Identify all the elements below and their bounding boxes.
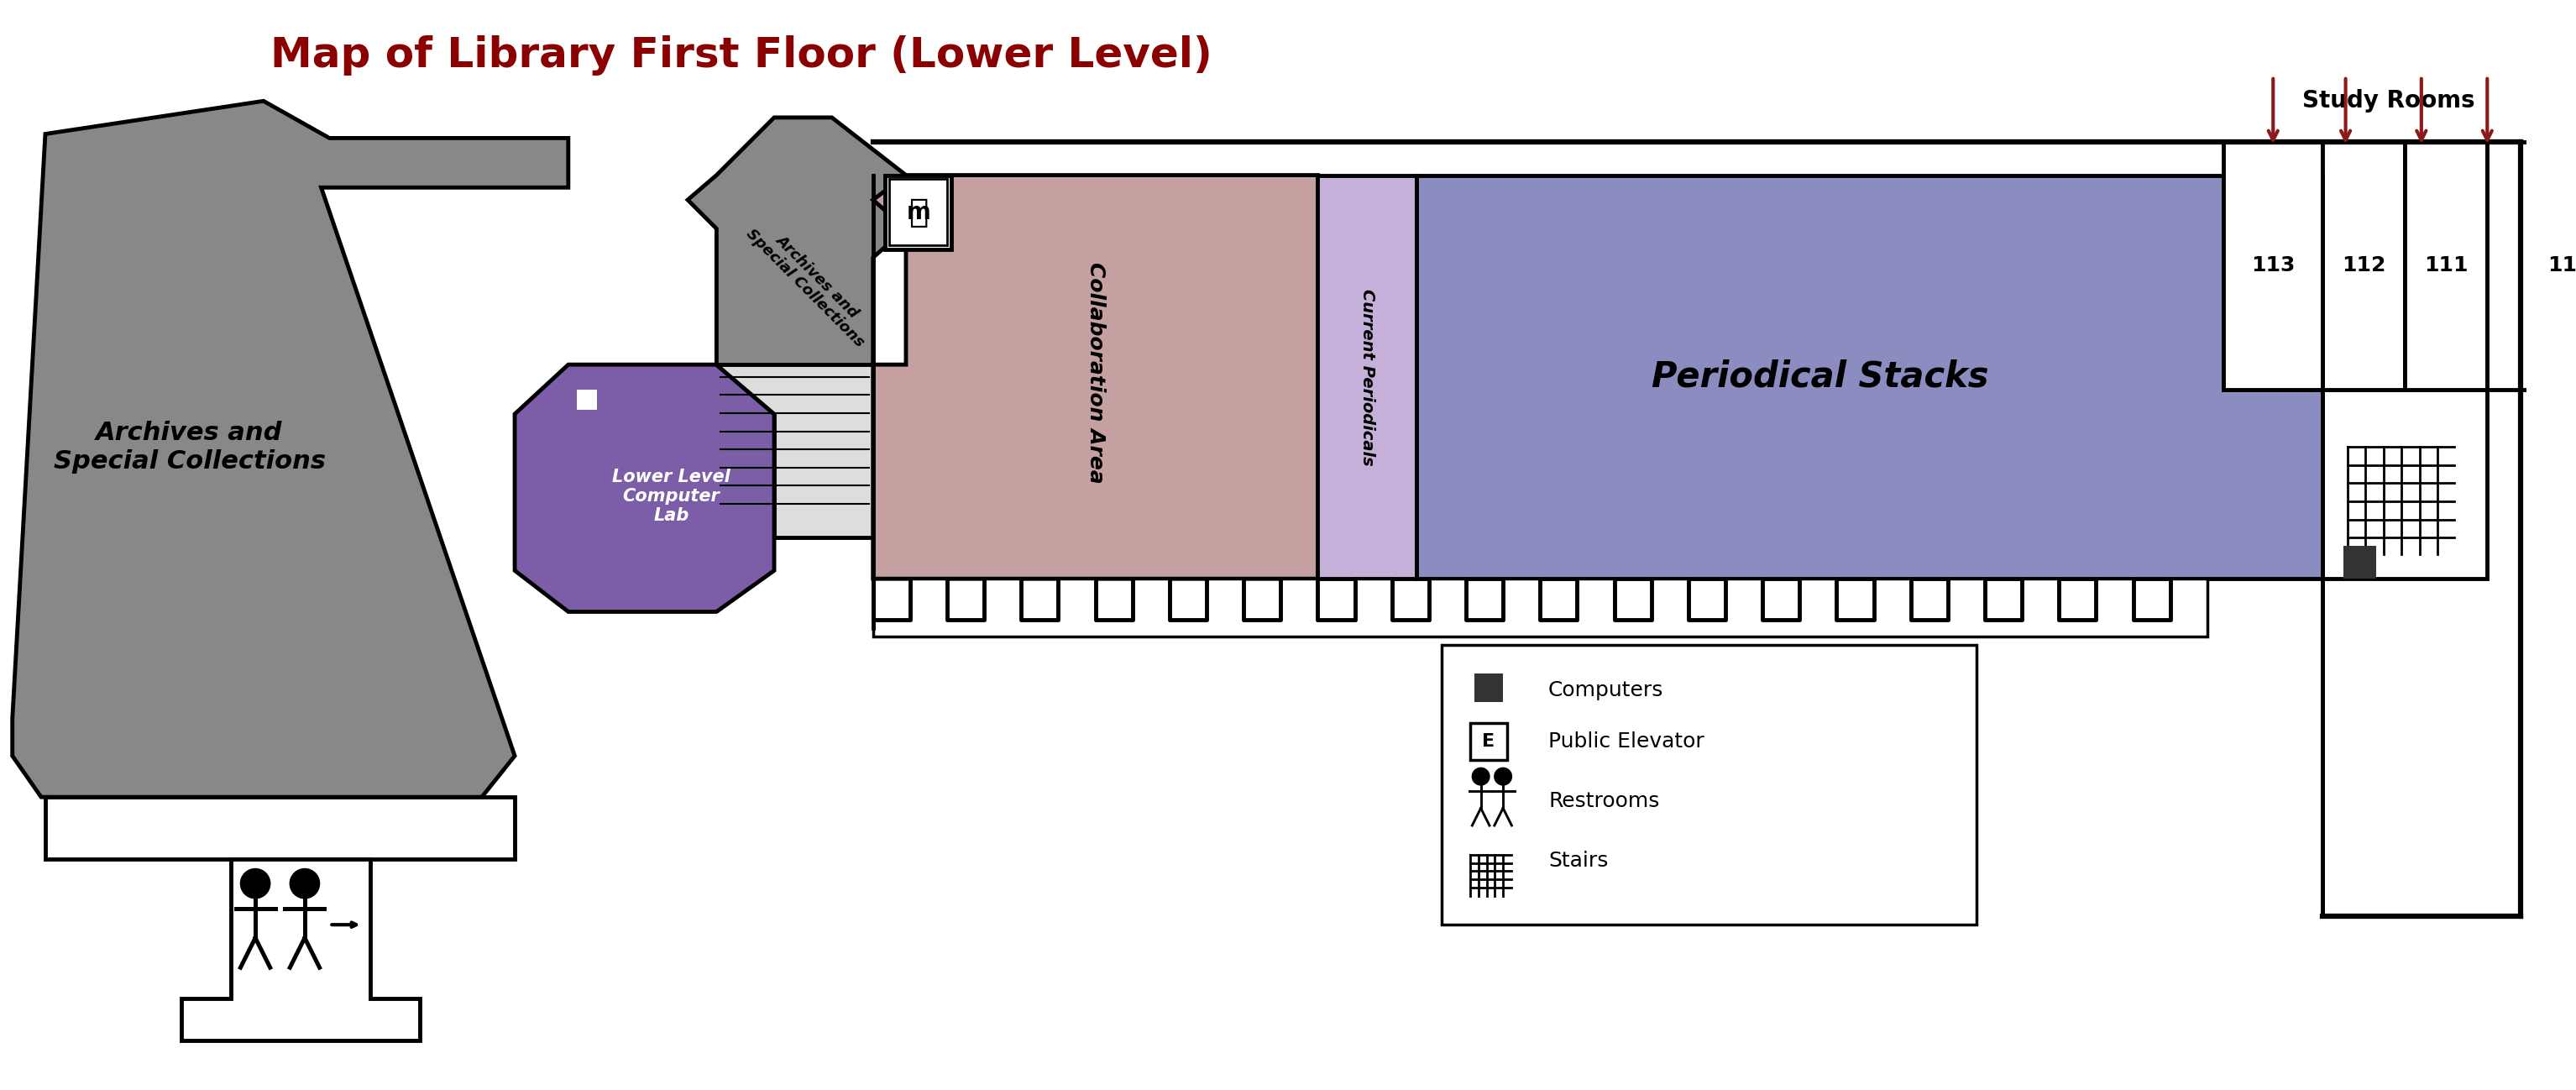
Bar: [2344, 546, 2375, 579]
Text: Current Periodicals: Current Periodicals: [1360, 289, 1376, 465]
Text: Restrooms: Restrooms: [1548, 791, 1659, 811]
Bar: [886, 175, 951, 250]
Polygon shape: [2324, 142, 2519, 917]
Polygon shape: [873, 579, 2208, 637]
Polygon shape: [873, 175, 1319, 579]
Polygon shape: [1417, 175, 2324, 579]
Text: 112: 112: [2342, 256, 2385, 276]
Bar: [2324, 142, 2406, 389]
Text: Map of Library First Floor (Lower Level): Map of Library First Floor (Lower Level): [270, 36, 1213, 76]
Bar: [1443, 644, 1976, 924]
Bar: [577, 389, 598, 410]
Text: Computers: Computers: [1548, 680, 1664, 700]
Polygon shape: [515, 365, 775, 611]
Circle shape: [1471, 767, 1489, 785]
Text: 111: 111: [2424, 256, 2468, 276]
Bar: [2488, 142, 2576, 389]
Circle shape: [240, 869, 270, 898]
Text: Lower Level
Computer
Lab: Lower Level Computer Lab: [613, 469, 732, 524]
Circle shape: [1494, 767, 1512, 785]
Text: Archives and
Special Collections: Archives and Special Collections: [742, 214, 878, 350]
Text: E: E: [1481, 734, 1494, 750]
Polygon shape: [46, 797, 515, 859]
Polygon shape: [716, 365, 873, 537]
Text: Periodical Stacks: Periodical Stacks: [1651, 360, 1989, 395]
Text: Public Elevator: Public Elevator: [1548, 731, 1705, 752]
Bar: [889, 179, 948, 245]
Text: 110: 110: [2548, 256, 2576, 276]
Bar: [1471, 723, 1507, 760]
Polygon shape: [180, 859, 420, 1040]
Text: Ⓔ: Ⓔ: [909, 196, 927, 228]
Bar: [1473, 674, 1502, 702]
Text: 113: 113: [2251, 256, 2295, 276]
Text: Archives and
Special Collections: Archives and Special Collections: [54, 421, 325, 473]
Polygon shape: [688, 118, 907, 414]
Text: Study Rooms: Study Rooms: [2303, 89, 2476, 112]
Polygon shape: [1319, 175, 1417, 579]
Text: Stairs: Stairs: [1548, 850, 1607, 871]
Text: Collaboration Area: Collaboration Area: [1084, 262, 1105, 484]
Polygon shape: [13, 101, 569, 797]
Text: m: m: [907, 201, 930, 223]
Bar: [2406, 142, 2488, 389]
Bar: [2223, 142, 2324, 389]
Circle shape: [291, 869, 319, 898]
